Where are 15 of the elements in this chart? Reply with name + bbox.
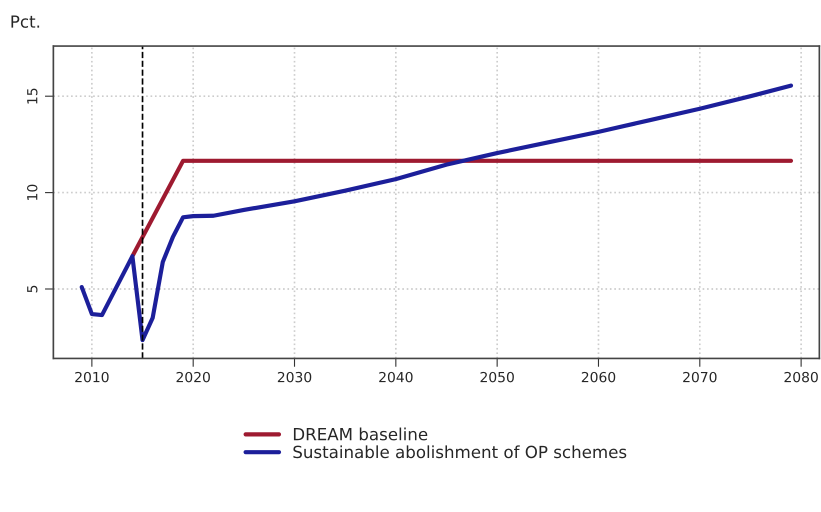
line-series bbox=[80, 84, 794, 342]
x-tick-label: 2060 bbox=[582, 372, 616, 382]
y-axis-title: Pct. bbox=[11, 15, 40, 28]
legend-label: DREAM baseline bbox=[294, 428, 428, 440]
y-tick-label: 15 bbox=[27, 88, 38, 104]
x-tick-label: 2030 bbox=[278, 372, 312, 382]
x-tick-label: 2080 bbox=[784, 372, 818, 382]
y-tick-label: 10 bbox=[26, 184, 38, 200]
x-tick-label: 2010 bbox=[75, 372, 109, 382]
x-tick-label: 2020 bbox=[176, 372, 210, 382]
x-tick-label: 2040 bbox=[379, 372, 413, 382]
legend-label: Sustainable abolishment of OP schemes bbox=[293, 445, 626, 458]
x-tick-label: 2070 bbox=[683, 372, 717, 382]
y-tick-label: 5 bbox=[27, 286, 38, 292]
x-tick-label: 2050 bbox=[480, 372, 514, 382]
